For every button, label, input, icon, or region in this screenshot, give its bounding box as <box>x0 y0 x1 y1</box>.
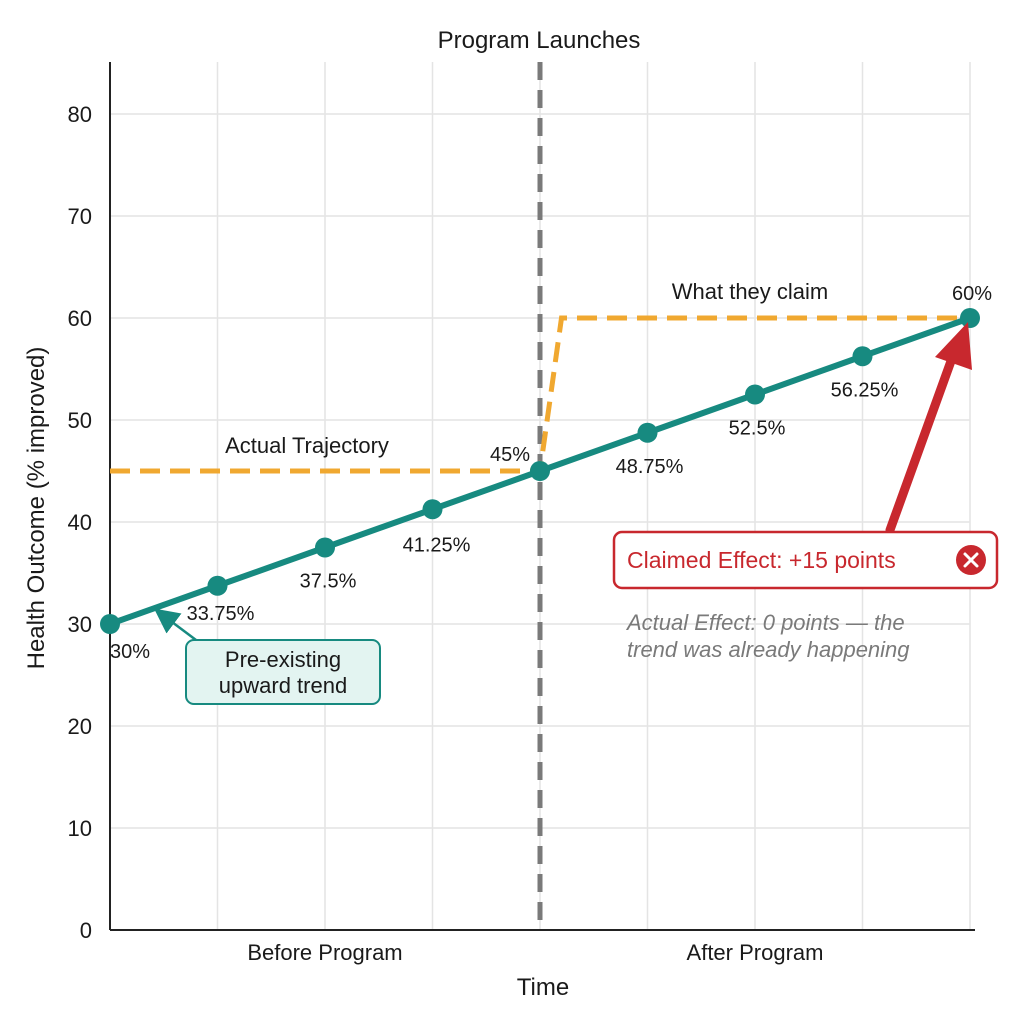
data-point <box>207 575 228 596</box>
x-mark-icon <box>963 552 979 568</box>
data-point <box>530 461 550 481</box>
program-launch-label: Program Launches <box>438 27 641 54</box>
data-label: 37.5% <box>300 571 357 593</box>
data-point <box>637 422 658 443</box>
data-point <box>315 537 335 558</box>
data-point <box>100 614 120 634</box>
data-labels: 30% 33.75% 37.5% 41.25% 45% 48.75% 52.5% 56.25%… <box>110 283 992 663</box>
data-label: 48.75% <box>616 456 684 478</box>
y-tick-label: 0 <box>80 918 92 943</box>
x-axis-title: Time <box>517 974 569 1001</box>
claimed-series-line <box>110 315 970 474</box>
pre-existing-arrow <box>154 608 197 641</box>
data-points <box>100 308 980 634</box>
axes <box>109 62 975 931</box>
data-label: 56.25% <box>831 379 899 401</box>
claimed-effect-arrow-head <box>935 322 972 370</box>
pre-existing-trend-callout: Pre-existing upward trend <box>154 608 381 705</box>
x-category-label: Before Program <box>247 940 402 965</box>
claimed-effect-arrow-shaft <box>885 345 960 535</box>
pre-existing-line-1: Pre-existing <box>225 647 341 672</box>
y-tick-label: 80 <box>68 102 92 127</box>
pre-existing-line-2: upward trend <box>219 673 347 698</box>
claimed-effect-callout: Claimed Effect: +15 points <box>612 322 999 590</box>
data-label: 30% <box>110 641 150 663</box>
actual-trajectory-label: Actual Trajectory <box>225 433 389 458</box>
data-point <box>422 499 443 520</box>
y-tick-label: 70 <box>68 204 92 229</box>
y-tick-label: 10 <box>68 816 92 841</box>
y-tick-label: 40 <box>68 510 92 535</box>
data-label: 45% <box>490 444 530 466</box>
data-label: 60% <box>952 283 992 305</box>
y-tick-label: 50 <box>68 408 92 433</box>
y-axis-title: Health Outcome (% improved) <box>23 347 50 670</box>
data-label: 52.5% <box>729 418 786 440</box>
data-point <box>960 308 980 328</box>
x-category-label: After Program <box>687 940 824 965</box>
y-tick-label: 60 <box>68 306 92 331</box>
y-tick-label: 20 <box>68 714 92 739</box>
what-they-claim-label: What they claim <box>672 279 829 304</box>
data-label: 41.25% <box>403 534 471 556</box>
actual-effect-line-2: trend was already happening <box>627 637 910 662</box>
y-tick-label: 30 <box>68 612 92 637</box>
data-point <box>852 346 873 367</box>
actual-effect-line-1: Actual Effect: 0 points — the <box>625 610 905 635</box>
claimed-effect-label: Claimed Effect: +15 points <box>627 547 896 573</box>
tick-labels: 0 10 20 30 40 50 60 70 80 Before Program After Pro… <box>68 102 824 965</box>
data-point <box>745 384 765 405</box>
data-label: 33.75% <box>187 603 255 625</box>
